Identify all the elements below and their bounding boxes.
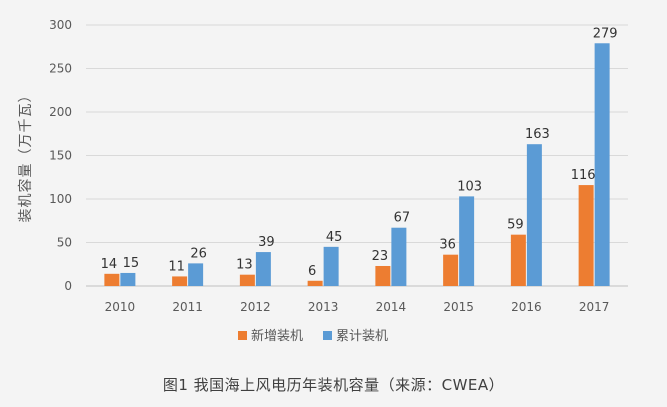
bar-cumulative-2017: [594, 43, 610, 286]
bar-new-2016: [510, 234, 526, 286]
legend-label-1: 累计装机: [336, 329, 388, 344]
bars: [104, 43, 610, 286]
data-label: 279: [593, 26, 618, 41]
bar-new-2014: [375, 265, 391, 286]
x-tick-label: 2013: [308, 300, 339, 314]
data-labels: 14 15 11 26 13 39 6 45 23 67 36 103 59 163 116 279: [101, 26, 618, 279]
y-axis-ticks: 0 50 100 150 200 250 300: [49, 18, 72, 293]
gridlines: [86, 24, 628, 287]
data-label: 26: [190, 246, 207, 261]
legend-swatch-0: [238, 331, 247, 340]
data-label: 36: [439, 238, 456, 253]
bar-chart: 0 50 100 150 200 250 300 14 15 11 26 13 39 6 45 23 67 36…: [17, 18, 628, 344]
data-label: 15: [123, 256, 140, 271]
bar-cumulative-2012: [255, 252, 271, 286]
bar-cumulative-2015: [459, 196, 475, 286]
bar-new-2012: [239, 274, 255, 286]
x-tick-label: 2016: [511, 300, 542, 314]
bar-cumulative-2016: [526, 144, 542, 286]
x-tick-label: 2012: [240, 300, 271, 314]
y-axis-label: 装机容量（万千瓦）: [17, 88, 34, 223]
x-tick-label: 2010: [105, 300, 136, 314]
y-tick-label: 300: [49, 18, 72, 32]
x-tick-label: 2015: [443, 300, 474, 314]
bar-cumulative-2010: [120, 272, 136, 286]
data-label: 163: [525, 127, 550, 142]
x-tick-label: 2017: [579, 300, 610, 314]
y-tick-label: 100: [49, 192, 72, 206]
data-label: 6: [308, 264, 316, 279]
x-tick-label: 2011: [172, 300, 203, 314]
y-tick-label: 0: [64, 279, 72, 293]
bar-cumulative-2014: [391, 227, 407, 286]
bar-new-2011: [172, 276, 188, 286]
y-tick-label: 250: [49, 62, 72, 76]
data-label: 45: [326, 230, 343, 245]
data-label: 39: [258, 235, 275, 250]
data-label: 116: [571, 168, 596, 183]
bar-new-2015: [443, 254, 459, 286]
bar-cumulative-2011: [188, 263, 204, 286]
data-label: 11: [168, 259, 185, 274]
bar-new-2013: [307, 280, 323, 286]
y-tick-label: 200: [49, 105, 72, 119]
y-tick-label: 150: [49, 149, 72, 163]
data-label: 103: [457, 179, 482, 194]
data-label: 67: [394, 211, 411, 226]
bar-cumulative-2013: [323, 246, 339, 286]
data-label: 14: [101, 257, 118, 272]
data-label: 59: [507, 218, 524, 233]
bar-new-2010: [104, 273, 120, 286]
x-axis-ticks: 2010 2011 2012 2013 2014 2015 2016 2017: [105, 300, 610, 314]
data-label: 13: [236, 258, 253, 273]
bar-new-2017: [578, 185, 594, 286]
y-tick-label: 50: [57, 236, 72, 250]
legend-label-0: 新增装机: [251, 328, 303, 344]
x-tick-label: 2014: [376, 300, 407, 314]
legend: 新增装机 累计装机: [238, 328, 388, 344]
data-label: 23: [372, 249, 389, 264]
legend-swatch-1: [323, 331, 332, 340]
figure-caption: 图1 我国海上风电历年装机容量（来源：CWEA）: [162, 376, 505, 394]
